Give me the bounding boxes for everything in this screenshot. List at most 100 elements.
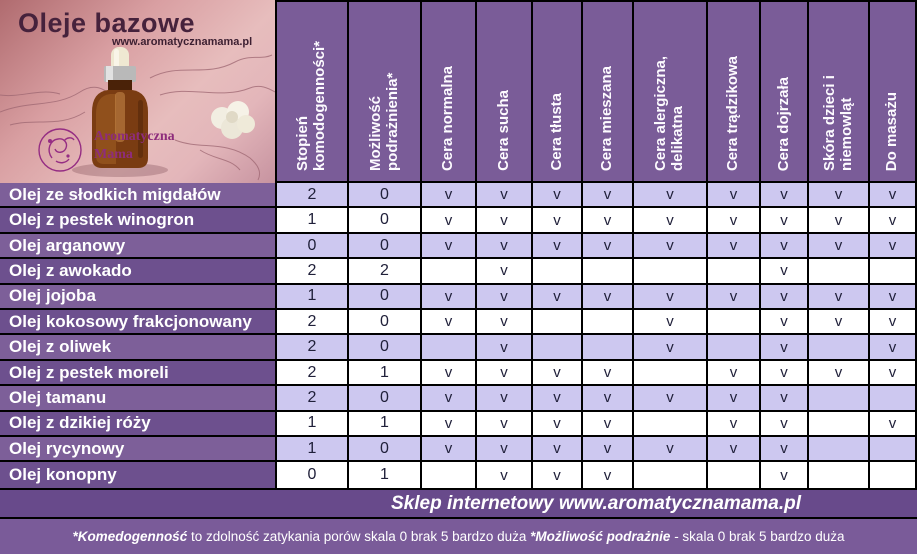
rating-cell: 2 <box>275 386 347 412</box>
rating-cell: 2 <box>275 183 347 209</box>
check-cell: v <box>475 284 531 311</box>
check-cell <box>581 259 632 285</box>
rating-cell: 0 <box>347 284 420 311</box>
pipette <box>115 92 125 142</box>
rating-cell: 2 <box>275 310 347 336</box>
check-cell: v <box>807 183 868 209</box>
check-cell: v <box>581 360 632 387</box>
footnote-term-2: *Możliwość podrażnie <box>530 529 671 544</box>
check-cell: v <box>531 437 581 463</box>
check-cell: v <box>531 284 581 311</box>
rating-cell: 2 <box>275 259 347 285</box>
column-header: Cera normalna <box>420 0 475 183</box>
website-url: www.aromatycznamama.pl <box>112 36 253 48</box>
rating-cell: 2 <box>275 335 347 361</box>
column-header: Możliwość podrażnienia* <box>347 0 420 183</box>
check-cell: v <box>868 233 917 260</box>
check-cell: v <box>868 360 917 387</box>
check-cell <box>632 259 706 285</box>
check-cell <box>531 310 581 336</box>
row-label: Olej rycynowy <box>0 437 275 463</box>
aromatyczna-mama-logo-icon <box>38 128 82 172</box>
check-cell: v <box>531 462 581 488</box>
check-cell: v <box>807 360 868 387</box>
check-cell: v <box>759 437 807 463</box>
check-cell <box>531 335 581 361</box>
check-cell <box>807 386 868 412</box>
check-cell: v <box>759 335 807 361</box>
check-cell: v <box>531 411 581 438</box>
check-cell: v <box>759 411 807 438</box>
check-cell <box>531 259 581 285</box>
row-label: Olej z oliwek <box>0 335 275 361</box>
check-cell: v <box>706 233 759 260</box>
check-cell: v <box>759 233 807 260</box>
check-cell <box>807 437 868 463</box>
check-cell: v <box>475 310 531 336</box>
check-cell: v <box>581 462 632 488</box>
check-cell: v <box>531 183 581 209</box>
check-cell: v <box>475 360 531 387</box>
rating-cell: 1 <box>275 437 347 463</box>
row-label: Olej kokosowy frakcjonowany <box>0 310 275 336</box>
check-cell: v <box>420 386 475 412</box>
check-cell: v <box>706 386 759 412</box>
check-cell: v <box>706 183 759 209</box>
logo-text: Aromatyczna Mama <box>94 129 175 162</box>
check-cell: v <box>531 360 581 387</box>
check-cell <box>420 462 475 488</box>
check-cell: v <box>759 310 807 336</box>
check-cell: v <box>475 437 531 463</box>
rating-cell: 0 <box>275 233 347 260</box>
column-header: Cera dojrzała <box>759 0 807 183</box>
oil-bottle <box>92 47 148 168</box>
check-cell: v <box>759 183 807 209</box>
rating-cell: 1 <box>275 411 347 438</box>
rating-cell: 0 <box>347 233 420 260</box>
row-label: Olej ze słodkich migdałów <box>0 183 275 209</box>
rating-cell: 0 <box>347 335 420 361</box>
check-cell: v <box>632 310 706 336</box>
check-cell: v <box>475 411 531 438</box>
check-cell <box>706 310 759 336</box>
check-cell: v <box>475 335 531 361</box>
check-cell: v <box>706 411 759 438</box>
check-cell: v <box>420 411 475 438</box>
rating-cell: 1 <box>347 462 420 488</box>
check-cell: v <box>475 462 531 488</box>
check-cell: v <box>475 183 531 209</box>
check-cell: v <box>759 462 807 488</box>
shop-banner: Sklep internetowy www.aromatycznamama.pl <box>0 488 917 519</box>
check-cell: v <box>420 208 475 234</box>
footnote-term-1: *Komedogenność <box>72 529 188 544</box>
check-cell <box>420 259 475 285</box>
check-cell: v <box>632 386 706 412</box>
check-cell: v <box>807 284 868 311</box>
row-label: Olej z awokado <box>0 259 275 285</box>
rating-cell: 1 <box>275 284 347 311</box>
check-cell: v <box>706 284 759 311</box>
column-header: Cera alergiczna, delikatna <box>632 0 706 183</box>
check-cell: v <box>868 183 917 209</box>
check-cell: v <box>868 208 917 234</box>
row-label: Olej z dzikiej róży <box>0 411 275 438</box>
column-header: Cera mieszana <box>581 0 632 183</box>
page-title: Oleje bazowe <box>18 8 196 38</box>
check-cell <box>868 386 917 412</box>
check-cell: v <box>807 310 868 336</box>
check-cell: v <box>632 437 706 463</box>
check-cell: v <box>706 360 759 387</box>
column-header: Stopień komodogenności* <box>275 0 347 183</box>
row-label: Olej jojoba <box>0 284 275 311</box>
shop-banner-text: Sklep internetowy www.aromatycznamama.pl <box>390 492 802 514</box>
check-cell <box>581 335 632 361</box>
check-cell: v <box>420 437 475 463</box>
check-cell: v <box>868 310 917 336</box>
check-cell: v <box>632 183 706 209</box>
check-cell <box>706 259 759 285</box>
branch-decoration <box>0 54 275 181</box>
check-cell: v <box>632 335 706 361</box>
check-cell: v <box>475 208 531 234</box>
check-cell: v <box>581 233 632 260</box>
